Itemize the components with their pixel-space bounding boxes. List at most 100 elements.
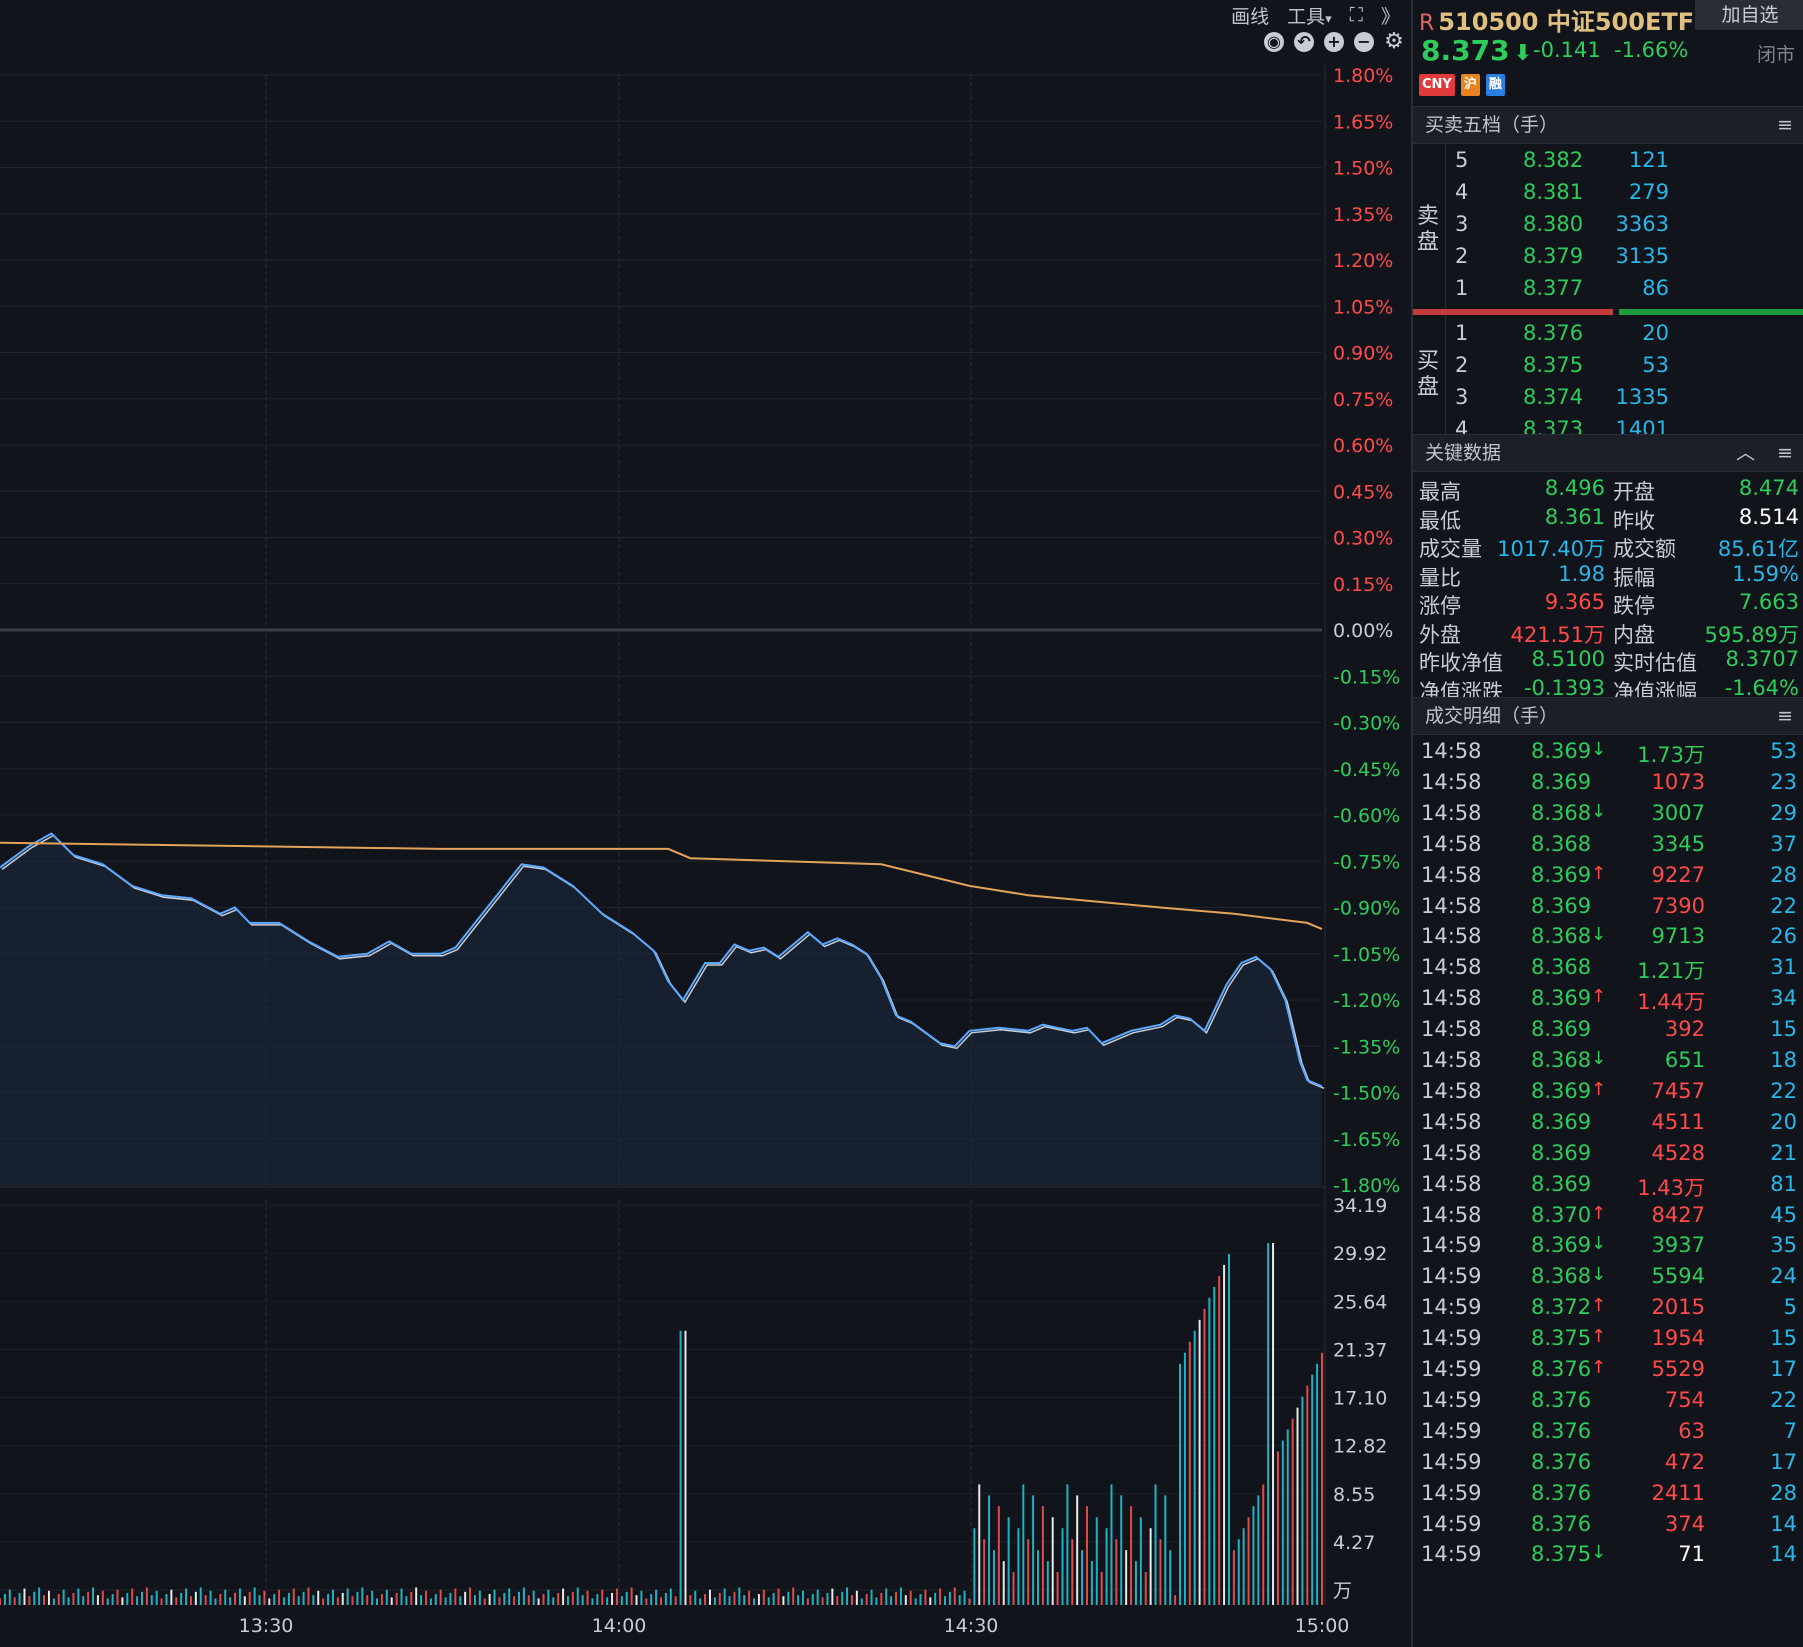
undo-icon[interactable]: ↶	[1294, 32, 1314, 52]
trade-row: 14:58 8.369 1.43万 81	[1413, 1172, 1803, 1203]
trade-price: 8.376	[1531, 1480, 1592, 1505]
trade-volume: 4511	[1651, 1109, 1705, 1134]
key-value: 1.59%	[1732, 561, 1799, 586]
vol-tick-label: 17.10	[1333, 1388, 1387, 1410]
key-label: 昨收净值	[1419, 651, 1503, 675]
price-change: -0.141 -1.66%	[1533, 38, 1688, 62]
trade-row: 14:58 8.369 ↓ 1.73万 53	[1413, 739, 1803, 770]
level: 5	[1455, 148, 1469, 172]
key-value: 8.496	[1544, 476, 1605, 500]
buy-row[interactable]: 3 8.374 1335	[1413, 385, 1803, 417]
draw-button[interactable]: 画线	[1231, 5, 1270, 28]
sell-side-label: 卖盘	[1415, 204, 1441, 256]
sell-row[interactable]: 4 8.381 279	[1413, 180, 1803, 212]
key-label: 最低	[1419, 508, 1461, 533]
trade-volume: 9227	[1651, 862, 1705, 887]
down-arrow-icon: ↓	[1591, 1264, 1607, 1286]
trade-count: 14	[1770, 1542, 1797, 1567]
keydata-title: 关键数据	[1425, 442, 1502, 464]
sell-label-char: 盘	[1416, 230, 1439, 255]
sell-row[interactable]: 5 8.382 121	[1413, 148, 1803, 180]
pct-tick-label: -1.35%	[1333, 1036, 1400, 1058]
sell-row[interactable]: 2 8.379 3135	[1413, 244, 1803, 276]
price: 8.381	[1523, 180, 1584, 204]
market-tag: CNY	[1419, 74, 1455, 96]
vol-tick-label: 8.55	[1333, 1484, 1375, 1506]
tools-menu[interactable]: 工具▾	[1287, 2, 1332, 29]
key-value: 8.5100	[1531, 647, 1605, 671]
menu-icon[interactable]: ≡	[1777, 705, 1793, 727]
trade-price: 8.369	[1531, 1171, 1592, 1196]
trade-volume: 63	[1678, 1418, 1705, 1443]
gear-icon[interactable]: ⚙	[1384, 29, 1404, 54]
caret-down-icon: ▾	[1325, 11, 1332, 27]
trade-volume: 1.73万	[1637, 743, 1705, 767]
collapse-icon[interactable]: ︿	[1735, 442, 1755, 464]
up-arrow-icon: ↑	[1591, 1202, 1607, 1224]
trade-count: 28	[1770, 862, 1797, 887]
chart-canvas[interactable]: 1.80% 1.65% 1.50% 1.35% 1.20% 1.05% 0.90% 0.75%…	[0, 0, 1410, 1647]
trade-row: 14:58 8.368 ↓ 651 18	[1413, 1048, 1803, 1079]
pct-tick-label: -0.30%	[1333, 713, 1400, 735]
trades-title: 成交明细（手）	[1425, 705, 1559, 727]
add-watchlist-button[interactable]: 加自选	[1695, 0, 1803, 30]
vol-tick-label: 12.82	[1333, 1436, 1387, 1458]
trade-row: 14:58 8.368 ↓ 3007 29	[1413, 801, 1803, 832]
trade-row: 14:59 8.368 ↓ 5594 24	[1413, 1264, 1803, 1295]
trade-volume: 2015	[1651, 1295, 1705, 1320]
zoom-in-icon[interactable]: +	[1324, 32, 1344, 52]
trade-price: 8.369	[1531, 986, 1592, 1011]
fullscreen-icon[interactable]: ⛶	[1349, 4, 1363, 26]
menu-icon[interactable]: ≡	[1777, 442, 1793, 464]
trade-time: 14:59	[1421, 1233, 1482, 1258]
chart-icon-row: ◉ ↶ + − ⚙	[1264, 29, 1404, 54]
orderbook: 卖盘买盘 5 8.382 121 4 8.381 279 3 8.380 3363 2 8.379 31…	[1413, 144, 1803, 473]
trade-count: 22	[1770, 893, 1797, 918]
chart-toolbar: 画线 工具▾ ⛶ 》	[1231, 0, 1410, 30]
trade-time: 14:58	[1421, 1202, 1482, 1227]
sell-row[interactable]: 3 8.380 3363	[1413, 212, 1803, 244]
menu-icon[interactable]: ≡	[1777, 114, 1793, 136]
down-arrow-icon: ↓	[1591, 739, 1607, 760]
buy-row[interactable]: 2 8.375 53	[1413, 353, 1803, 385]
trade-row: 14:59 8.376 2411 28	[1413, 1481, 1803, 1512]
trade-row: 14:58 8.368 ↓ 9713 26	[1413, 924, 1803, 955]
sell-row[interactable]: 1 8.377 86	[1413, 276, 1803, 308]
r-badge: R	[1419, 11, 1435, 36]
zoom-out-icon[interactable]: −	[1354, 32, 1374, 52]
trade-count: 28	[1770, 1480, 1797, 1505]
level: 3	[1455, 385, 1469, 409]
trade-price: 8.369	[1531, 1233, 1592, 1258]
trade-count: 15	[1770, 1326, 1797, 1351]
trade-volume: 1.21万	[1637, 959, 1705, 984]
trade-row: 14:58 8.369 392 15	[1413, 1017, 1803, 1048]
trade-time: 14:59	[1421, 1542, 1482, 1567]
trade-row: 14:59 8.376 63 7	[1413, 1419, 1803, 1450]
trade-row: 14:58 8.368 3345 37	[1413, 832, 1803, 863]
trade-row: 14:59 8.369 ↓ 3937 35	[1413, 1233, 1803, 1264]
key-value: 8.3707	[1725, 647, 1799, 671]
trades-list: 14:58 8.369 ↓ 1.73万 53 14:58 8.369 1073 23 14:58 8…	[1413, 735, 1803, 1595]
quote-header: R 510500 中证500ETF 加自选	[1413, 0, 1803, 36]
trade-volume: 472	[1664, 1449, 1705, 1474]
more-icon[interactable]: 》	[1380, 5, 1400, 28]
key-label: 最高	[1419, 480, 1461, 504]
trade-price: 8.376	[1531, 1449, 1592, 1474]
trade-time: 14:58	[1421, 769, 1482, 794]
buy-row[interactable]: 1 8.376 20	[1413, 321, 1803, 353]
settings-icon[interactable]: ◉	[1264, 32, 1284, 52]
trade-price: 8.369	[1531, 1140, 1592, 1165]
trade-time: 14:58	[1421, 739, 1482, 763]
trade-count: 18	[1770, 1048, 1797, 1072]
quote-panel: R 510500 中证500ETF 加自选 8.373 ⬇ -0.141 -1.66…	[1411, 0, 1803, 1647]
buy-sell-ratio-bar	[1413, 309, 1803, 315]
intraday-chart[interactable]: 1.80% 1.65% 1.50% 1.35% 1.20% 1.05% 0.90% 0.75%…	[0, 0, 1410, 1647]
trade-row: 14:58 8.369 4511 20	[1413, 1110, 1803, 1141]
orderbook-header: 买卖五档（手） ≡	[1413, 106, 1803, 144]
stock-name: 中证500ETF	[1546, 8, 1695, 36]
trade-volume: 754	[1664, 1387, 1705, 1412]
avg-price-line	[0, 841, 1323, 931]
trade-count: 17	[1770, 1449, 1797, 1474]
keydata-header: 关键数据 ︿ ≡	[1413, 434, 1803, 472]
down-arrow-icon: ↓	[1591, 1542, 1607, 1564]
